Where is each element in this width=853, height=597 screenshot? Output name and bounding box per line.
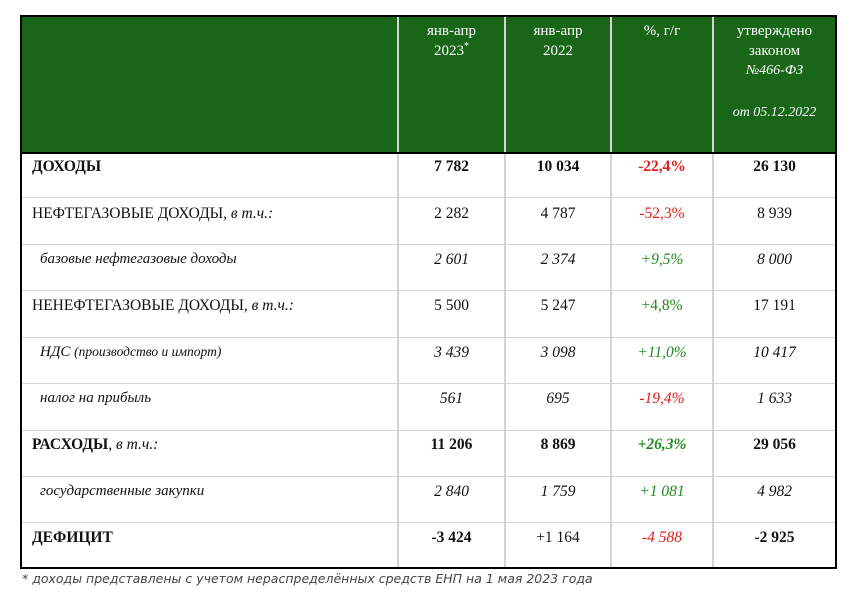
row-divider — [22, 430, 835, 431]
cell-yoy: +26,3% — [637, 436, 687, 453]
cell-2023: 3 439 — [434, 344, 469, 361]
table-header — [22, 17, 835, 152]
cell-2023: -3 424 — [431, 529, 472, 546]
cell-2022: 2 374 — [540, 251, 576, 268]
header-col-2022: янв-апр 2022 — [533, 23, 583, 59]
cell-2022: +1 164 — [536, 529, 580, 546]
row-divider — [22, 197, 835, 198]
footnote: * доходы представлены с учетом нераспред… — [22, 571, 593, 586]
column-divider — [610, 17, 612, 567]
cell-2023: 561 — [439, 390, 464, 407]
header-col-yoy: %, г/г — [643, 23, 681, 39]
cell-2022: 1 759 — [540, 483, 576, 500]
cell-2022: 8 869 — [540, 436, 576, 453]
row-divider — [22, 383, 835, 384]
row-label-expenses: РАСХОДЫ, в т.ч.: — [32, 436, 159, 453]
cell-law: 8 939 — [757, 205, 792, 222]
cell-2023: 2 840 — [434, 483, 469, 500]
header-divider — [22, 152, 835, 154]
budget-table: янв-апр 2023* янв-апр 2022 %, г/г утверж… — [20, 15, 837, 569]
cell-yoy: +4,8% — [641, 297, 683, 314]
cell-yoy: -4 588 — [641, 529, 683, 546]
cell-2023: 2 601 — [434, 251, 469, 268]
cell-law: 8 000 — [757, 251, 792, 268]
cell-2023: 5 500 — [434, 297, 469, 314]
column-divider — [712, 17, 714, 567]
row-label-public-procurement: государственные закупки — [40, 483, 205, 499]
cell-law: 4 982 — [757, 483, 792, 500]
cell-yoy: +1 081 — [639, 483, 685, 500]
cell-yoy: +11,0% — [637, 344, 687, 361]
cell-law: -2 925 — [754, 529, 795, 546]
cell-2022: 695 — [546, 390, 570, 407]
cell-law: 1 633 — [757, 390, 792, 407]
cell-yoy: +9,5% — [640, 251, 684, 268]
cell-2022: 5 247 — [540, 297, 576, 314]
row-label-non-oil-gas-revenue: НЕНЕФТЕГАЗОВЫЕ ДОХОДЫ, в т.ч.: — [32, 297, 294, 314]
cell-2022: 4 787 — [540, 205, 576, 222]
header-col-law: утверждено законом №466-ФЗ от 05.12.2022 — [732, 23, 817, 120]
cell-2022: 10 034 — [536, 158, 580, 175]
cell-2022: 3 098 — [540, 344, 576, 361]
cell-law: 17 191 — [753, 297, 796, 314]
header-col-2023: янв-апр 2023* — [427, 23, 476, 59]
cell-yoy: -19,4% — [639, 390, 685, 407]
cell-2023: 11 206 — [430, 436, 473, 453]
cell-law: 10 417 — [753, 344, 796, 361]
cell-2023: 2 282 — [434, 205, 469, 222]
cell-yoy: -22,4% — [638, 158, 686, 175]
row-divider — [22, 522, 835, 523]
cell-law: 29 056 — [753, 436, 796, 453]
cell-yoy: -52,3% — [639, 205, 685, 222]
row-divider — [22, 244, 835, 245]
row-divider — [22, 337, 835, 338]
row-label-oil-gas-revenue: НЕФТЕГАЗОВЫЕ ДОХОДЫ, в т.ч.: — [32, 205, 274, 222]
row-label-vat: НДС (производство и импорт) — [40, 344, 222, 360]
row-divider — [22, 476, 835, 477]
row-label-base-oil-gas: базовые нефтегазовые доходы — [40, 251, 237, 267]
row-divider — [22, 290, 835, 291]
row-label-profit-tax: налог на прибыль — [40, 390, 152, 406]
cell-law: 26 130 — [753, 158, 796, 175]
column-divider — [504, 17, 506, 567]
cell-2023: 7 782 — [434, 158, 469, 175]
column-divider — [397, 17, 399, 567]
row-label-revenue: ДОХОДЫ — [32, 158, 102, 175]
row-label-deficit: ДЕФИЦИТ — [32, 529, 113, 546]
